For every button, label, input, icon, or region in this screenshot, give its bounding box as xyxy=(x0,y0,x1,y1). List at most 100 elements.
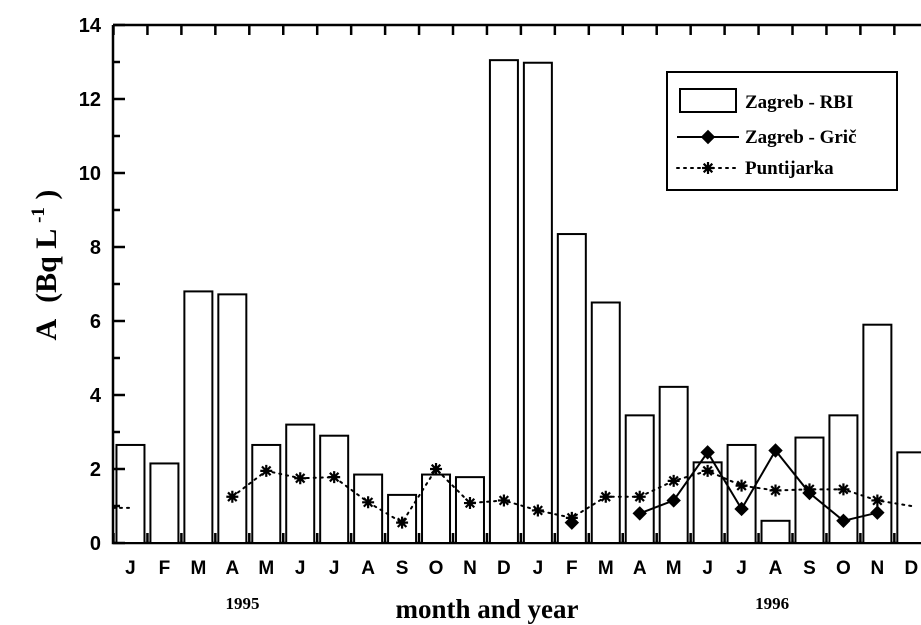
puntijarka-point xyxy=(497,494,510,507)
puntijarka-point xyxy=(871,494,884,507)
bar xyxy=(217,293,248,544)
bar xyxy=(319,434,350,545)
gric-line xyxy=(639,448,878,522)
x-tick-label: M xyxy=(258,558,274,579)
puntijarka-point xyxy=(531,504,544,517)
gric-point xyxy=(768,443,783,458)
gric-point xyxy=(734,501,749,517)
y-tick-label: 0 xyxy=(90,533,101,555)
x-tick-label: J xyxy=(736,558,747,579)
puntijarka-point xyxy=(837,483,850,496)
bar xyxy=(183,290,214,544)
x-tick-label: F xyxy=(159,558,171,579)
x-tick-label: D xyxy=(904,558,918,579)
x-tick-label: J xyxy=(533,558,544,579)
legend-marker-puntijarka xyxy=(702,162,714,174)
year-label: 1995 xyxy=(226,594,260,613)
y-tick-label: 14 xyxy=(79,15,102,37)
line-series-zagreb-gric xyxy=(564,443,885,530)
y-tick-label: 6 xyxy=(90,311,101,333)
gric-point xyxy=(870,505,885,520)
puntijarka-point xyxy=(667,474,680,487)
x-axis-title: month and year xyxy=(395,594,578,624)
bar xyxy=(760,519,791,544)
bar-series-zagreb-rbi xyxy=(115,59,921,545)
x-tick-label: F xyxy=(566,558,578,579)
y-tick-label: 2 xyxy=(90,459,101,481)
y-axis-title: A (Bq L -1 ) xyxy=(18,190,63,341)
x-tick-label: O xyxy=(429,558,444,579)
gric-point xyxy=(564,515,580,530)
x-tick-label: A xyxy=(361,558,375,579)
legend-swatch-bar xyxy=(679,88,737,113)
x-tick-label: M xyxy=(666,558,682,579)
puntijarka-point xyxy=(362,496,375,509)
y-axis-title-close: ) xyxy=(30,190,63,200)
bar xyxy=(353,473,384,544)
y-tick-label: 10 xyxy=(79,163,101,185)
bar xyxy=(149,462,180,545)
x-tick-label: J xyxy=(125,558,136,579)
x-tick-label: D xyxy=(497,558,511,579)
puntijarka-point xyxy=(701,464,714,477)
y-axis: 0 2 4 6 8 10 12 14 xyxy=(79,15,125,555)
year-labels: 1995 1996 xyxy=(226,594,790,613)
y-axis-title-exponent: -1 xyxy=(28,207,49,223)
x-tick-label: J xyxy=(329,558,340,579)
y-tick-label: 12 xyxy=(79,89,101,111)
puntijarka-point xyxy=(396,516,409,529)
y-tick-label: 4 xyxy=(90,385,102,407)
bar xyxy=(896,451,921,545)
legend-label-zagreb-rbi: Zagreb - RBI xyxy=(745,92,853,113)
puntijarka-point xyxy=(226,490,239,503)
bar xyxy=(251,443,282,545)
x-tick-label: A xyxy=(225,558,239,579)
puntijarka-point xyxy=(599,490,612,503)
legend: Zagreb - RBI Zagreb - Grič Puntijarka xyxy=(666,71,898,191)
bar xyxy=(590,301,621,544)
bar xyxy=(522,61,553,545)
x-tick-label: N xyxy=(871,558,885,579)
year-label: 1996 xyxy=(755,594,789,613)
puntijarka-point xyxy=(430,463,443,475)
x-tick-label: M xyxy=(598,558,614,579)
x-tick-label: S xyxy=(396,558,409,579)
gric-point xyxy=(836,513,851,529)
legend-marker-gric xyxy=(700,129,716,145)
puntijarka-point xyxy=(735,479,748,492)
bar xyxy=(658,385,689,544)
bar xyxy=(624,414,655,545)
x-tick-label: M xyxy=(190,558,206,579)
x-tick-label: A xyxy=(633,558,647,579)
x-tick-label: O xyxy=(836,558,851,579)
bar xyxy=(556,233,587,545)
puntijarka-line xyxy=(231,467,913,525)
y-axis-title-units: (Bq L xyxy=(30,230,63,303)
puntijarka-point xyxy=(260,464,273,477)
gric-point xyxy=(666,493,681,508)
puntijarka-point xyxy=(294,472,307,485)
puntijarka-point xyxy=(463,497,476,510)
x-tick-label: J xyxy=(295,558,306,579)
bar xyxy=(115,443,146,545)
puntijarka-point xyxy=(633,490,646,503)
gric-point xyxy=(802,485,817,501)
svg-text:A (Bq L -1 ): A (Bq L -1 ) xyxy=(18,190,63,341)
legend-label-zagreb-gric: Zagreb - Grič xyxy=(745,127,857,148)
x-tick-label: S xyxy=(803,558,816,579)
gric-point xyxy=(700,445,715,460)
y-axis-title-symbol: A xyxy=(30,318,63,340)
bar xyxy=(454,476,485,545)
line-series-puntijarka xyxy=(112,463,913,529)
x-tick-label: A xyxy=(769,558,783,579)
y-tick-label: 8 xyxy=(90,237,101,259)
bar xyxy=(488,59,519,545)
legend-label-puntijarka: Puntijarka xyxy=(745,158,834,179)
puntijarka-point xyxy=(769,484,782,497)
x-tick-label: N xyxy=(463,558,477,579)
gric-point xyxy=(632,506,647,521)
puntijarka-point xyxy=(328,471,341,484)
x-tick-label: J xyxy=(702,558,713,579)
